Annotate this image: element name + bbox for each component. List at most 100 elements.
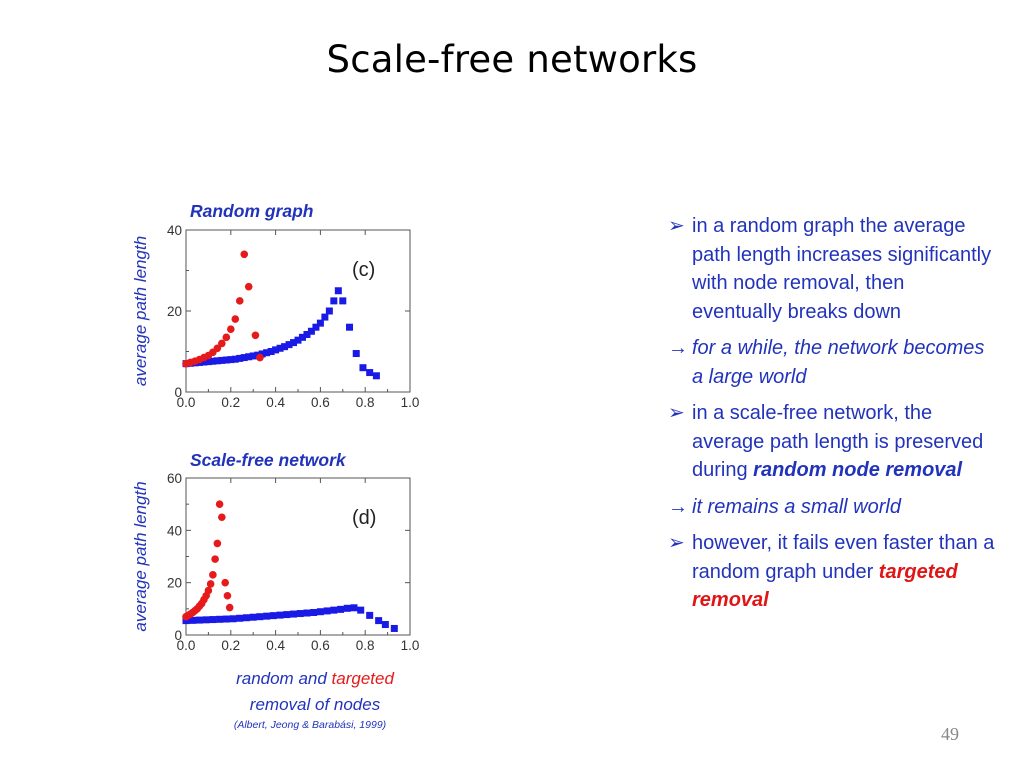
panel-d-title: Scale-free network xyxy=(190,450,347,470)
x-tick-label: 0.8 xyxy=(356,638,375,653)
data-point-random-removal xyxy=(236,354,244,362)
data-point-targeted-removal xyxy=(204,586,213,595)
data-point-random-removal xyxy=(222,615,230,623)
bullet-text: in a random graph the average path lengt… xyxy=(692,215,991,323)
y-tick-label: 0 xyxy=(174,628,182,643)
data-point-random-removal xyxy=(189,616,197,624)
citation: (Albert, Jeong & Barabási, 1999) xyxy=(234,719,386,731)
data-point-random-removal xyxy=(269,612,277,620)
data-point-random-removal xyxy=(303,609,311,617)
x-axis-label-random: random and xyxy=(236,669,331,688)
bullet-text: it remains a small world xyxy=(692,496,901,518)
data-point-targeted-removal xyxy=(206,580,215,588)
data-point-targeted-removal xyxy=(218,513,226,522)
data-point-random-removal xyxy=(281,343,289,351)
data-point-random-removal xyxy=(296,610,304,618)
data-point-random-removal xyxy=(240,354,248,362)
bullet-emphasis: targeted removal xyxy=(692,560,958,612)
bullet-item: ➢ however, it fails even faster than a ra… xyxy=(668,529,998,615)
bullet-text: however, it fails even faster than a ran… xyxy=(692,532,994,611)
data-point-targeted-removal xyxy=(209,571,217,579)
bullet-text: in a scale-free network, the average pat… xyxy=(692,402,983,481)
data-point-random-removal xyxy=(312,323,320,331)
data-point-targeted-removal xyxy=(240,250,249,259)
data-point-random-removal xyxy=(346,323,354,331)
bullet-item: → it remains a small world xyxy=(668,493,998,522)
bullet-text-segment: it remains a small world xyxy=(692,495,901,518)
data-point-random-removal xyxy=(352,350,360,358)
data-point-random-removal xyxy=(213,357,221,365)
x-tick-label: 0.0 xyxy=(177,638,196,653)
data-point-random-removal xyxy=(357,606,365,614)
bullet-text-segment: in a random graph the average path lengt… xyxy=(692,215,992,323)
data-point-random-removal xyxy=(249,613,257,621)
data-point-targeted-removal xyxy=(218,339,226,348)
data-point-random-removal xyxy=(359,364,367,372)
chevron-right-icon: ➢ xyxy=(668,532,685,554)
data-point-random-removal xyxy=(227,356,235,364)
data-point-random-removal xyxy=(290,339,298,347)
data-point-targeted-removal xyxy=(225,603,234,612)
data-point-targeted-removal xyxy=(215,500,224,508)
data-point-random-removal xyxy=(372,372,380,380)
data-point-random-removal xyxy=(366,369,374,377)
data-point-random-removal xyxy=(195,616,203,624)
data-point-random-removal xyxy=(298,333,306,341)
figure: Random graph 0.0 0.2 0.4 0.6 0.8 1.0 0 20 40 aver… xyxy=(110,190,440,740)
data-point-random-removal xyxy=(242,614,250,622)
data-point-random-removal xyxy=(263,612,271,620)
bullet-text-segment: in a scale-free network, the average pat… xyxy=(692,402,984,481)
chevron-right-icon: ➢ xyxy=(668,215,685,237)
data-point-random-removal xyxy=(276,611,284,619)
x-axis-label-line2: removal of nodes xyxy=(250,695,381,714)
data-point-random-removal xyxy=(200,358,208,366)
data-point-random-removal xyxy=(204,358,212,366)
x-tick-label: 0.6 xyxy=(311,638,330,653)
data-point-random-removal xyxy=(276,344,284,352)
data-point-random-removal xyxy=(236,614,244,622)
data-point-random-removal xyxy=(182,617,190,625)
data-point-random-removal xyxy=(316,319,324,327)
bullet-text: for a while, the network becomes a large… xyxy=(692,337,984,388)
data-point-random-removal xyxy=(258,350,266,358)
data-point-random-removal xyxy=(390,624,398,632)
slide-title: Scale-free networks xyxy=(326,38,698,81)
data-point-random-removal xyxy=(316,608,324,616)
data-point-random-removal xyxy=(334,287,342,295)
x-tick-label: 0.2 xyxy=(221,395,240,410)
panel-tag: (c) xyxy=(352,259,375,281)
plot-frame xyxy=(185,229,411,393)
x-tick-label: 1.0 xyxy=(401,395,420,410)
data-point-random-removal xyxy=(218,356,226,364)
data-point-targeted-removal xyxy=(244,282,253,291)
data-point-targeted-removal xyxy=(227,325,235,334)
data-point-random-removal xyxy=(310,608,318,616)
bullet-item: ➢ in a random graph the average path leng… xyxy=(668,212,998,326)
y-tick-label: 20 xyxy=(167,304,182,319)
chevron-right-icon: ➢ xyxy=(668,402,685,424)
data-point-random-removal xyxy=(330,297,338,305)
x-tick-label: 0.6 xyxy=(311,395,330,410)
data-point-targeted-removal xyxy=(231,315,240,323)
data-point-targeted-removal xyxy=(211,555,219,563)
y-tick-label: 20 xyxy=(167,576,182,591)
data-point-targeted-removal xyxy=(222,333,231,342)
data-point-targeted-removal xyxy=(235,297,244,305)
data-point-random-removal xyxy=(202,616,210,624)
data-point-random-removal xyxy=(323,607,331,615)
data-point-random-removal xyxy=(263,349,271,357)
x-tick-label: 0.2 xyxy=(221,638,240,653)
data-point-random-removal xyxy=(283,611,291,619)
bullet-text-segment: however, it fails even faster than a ran… xyxy=(692,532,995,583)
data-point-random-removal xyxy=(303,330,311,338)
bullet-list: ➢ in a random graph the average path leng… xyxy=(668,212,998,623)
arrow-right-icon: → xyxy=(668,337,688,359)
data-point-random-removal xyxy=(256,613,264,621)
bullet-emphasis: random node removal xyxy=(753,459,963,481)
y-tick-label: 40 xyxy=(167,523,182,538)
data-point-random-removal xyxy=(343,604,351,612)
y-axis-label: average path length xyxy=(131,236,150,386)
data-point-random-removal xyxy=(272,346,280,354)
data-point-random-removal xyxy=(267,348,275,355)
data-point-targeted-removal xyxy=(251,331,260,340)
